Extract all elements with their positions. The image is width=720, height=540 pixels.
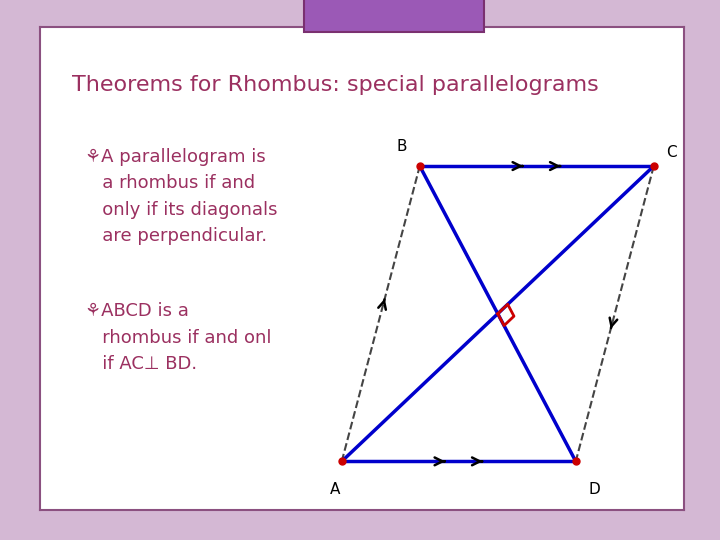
Text: B: B bbox=[397, 139, 408, 154]
Text: Theorems for Rhombus: special parallelograms: Theorems for Rhombus: special parallelog… bbox=[72, 75, 598, 96]
Text: C: C bbox=[666, 145, 677, 160]
Text: ⚘A parallelogram is
   a rhombus if and
   only if its diagonals
   are perpendi: ⚘A parallelogram is a rhombus if and onl… bbox=[85, 148, 277, 245]
Text: A: A bbox=[330, 482, 341, 497]
Text: ⚘ABCD is a
   rhombus if and onl
   if AC⊥ BD.: ⚘ABCD is a rhombus if and onl if AC⊥ BD. bbox=[85, 302, 271, 373]
Text: D: D bbox=[588, 482, 600, 497]
